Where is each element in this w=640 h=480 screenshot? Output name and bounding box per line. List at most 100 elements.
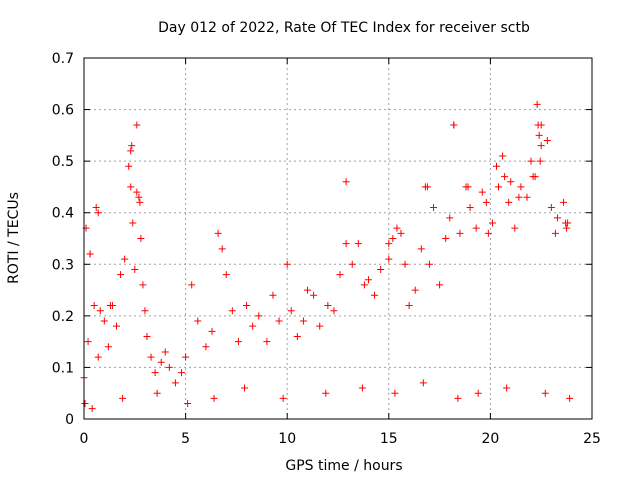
data-point (563, 224, 571, 232)
data-point (566, 394, 574, 402)
plot-frame (83, 57, 593, 420)
data-point (495, 183, 503, 191)
data-point (129, 219, 137, 227)
data-point (534, 121, 542, 129)
data-point (385, 255, 393, 263)
y-tick-label: 0.7 (52, 51, 74, 67)
x-axis-label: GPS time / hours (285, 458, 402, 474)
series-group (80, 100, 574, 413)
x-tick-label: 15 (380, 431, 398, 447)
data-point (188, 281, 196, 289)
data-point (482, 198, 490, 206)
data-point (94, 209, 102, 217)
data-point (454, 394, 462, 402)
data-point (523, 193, 531, 201)
data-point (474, 389, 482, 397)
data-point (86, 250, 94, 258)
x-tick-label: 20 (481, 431, 499, 447)
data-point (128, 142, 136, 150)
data-point (106, 302, 114, 310)
data-point (84, 338, 92, 346)
data-point (90, 302, 98, 310)
data-point (117, 271, 125, 279)
data-point (104, 343, 112, 351)
data-point (446, 214, 454, 222)
data-point (503, 384, 511, 392)
data-point (371, 291, 379, 299)
data-point (210, 394, 218, 402)
data-point (499, 152, 507, 160)
data-point (194, 317, 202, 325)
data-point (562, 219, 570, 227)
data-point (358, 384, 366, 392)
data-point (527, 157, 535, 165)
data-point (178, 369, 186, 377)
data-point (541, 389, 549, 397)
data-point (136, 198, 144, 206)
data-point (466, 204, 474, 212)
data-point (464, 183, 472, 191)
data-point (472, 224, 480, 232)
data-point (241, 384, 249, 392)
y-tick-label: 0.3 (52, 257, 74, 273)
data-point (161, 348, 169, 356)
data-point (304, 286, 312, 294)
data-point (547, 204, 555, 212)
data-point (507, 178, 515, 186)
data-point (299, 317, 307, 325)
data-point (342, 178, 350, 186)
data-point (389, 235, 397, 242)
data-point (450, 121, 458, 129)
data-point (377, 265, 385, 273)
data-point (348, 260, 356, 268)
data-point (517, 183, 525, 191)
data-point (279, 394, 287, 402)
data-point (153, 389, 161, 397)
data-point (121, 255, 129, 263)
x-tick-label: 10 (278, 431, 296, 447)
data-point (405, 302, 413, 310)
data-point (275, 317, 283, 325)
data-point (537, 142, 545, 150)
data-point (478, 188, 486, 196)
y-tick-label: 0.6 (52, 103, 74, 119)
data-point (141, 307, 149, 315)
data-point (360, 281, 368, 289)
data-point (184, 400, 192, 408)
data-point (436, 281, 444, 289)
data-point (456, 229, 464, 237)
data-point (171, 379, 179, 387)
x-tick-label: 0 (80, 431, 89, 447)
data-point (401, 260, 409, 268)
data-point (127, 147, 135, 155)
data-point (310, 291, 318, 299)
data-point (287, 307, 295, 315)
data-point (511, 224, 519, 232)
data-point (342, 240, 350, 248)
data-point (385, 240, 393, 248)
data-point (127, 183, 135, 191)
data-point (151, 369, 159, 377)
data-point (208, 327, 216, 335)
axis-ticks: 0 5 10 15 20 25 0 0.1 0.2 0.3 0.4 0.5 0.6 0.7 (52, 51, 601, 447)
data-point (137, 235, 145, 242)
y-tick-label: 0 (65, 412, 74, 428)
data-point (492, 162, 500, 170)
data-point (354, 240, 362, 248)
data-point (133, 188, 141, 196)
data-point (255, 312, 263, 320)
data-point (234, 338, 242, 346)
data-point (411, 286, 419, 294)
data-point (263, 338, 271, 346)
chart-title: Day 012 of 2022, Rate Of TEC Index for r… (158, 20, 530, 36)
data-point (283, 260, 291, 268)
data-point (536, 157, 544, 165)
data-point (228, 307, 236, 315)
data-point (88, 405, 96, 413)
data-point (243, 302, 251, 310)
data-point (133, 121, 141, 129)
y-tick-label: 0.1 (52, 360, 74, 376)
data-point (135, 193, 143, 201)
data-point (249, 322, 257, 330)
